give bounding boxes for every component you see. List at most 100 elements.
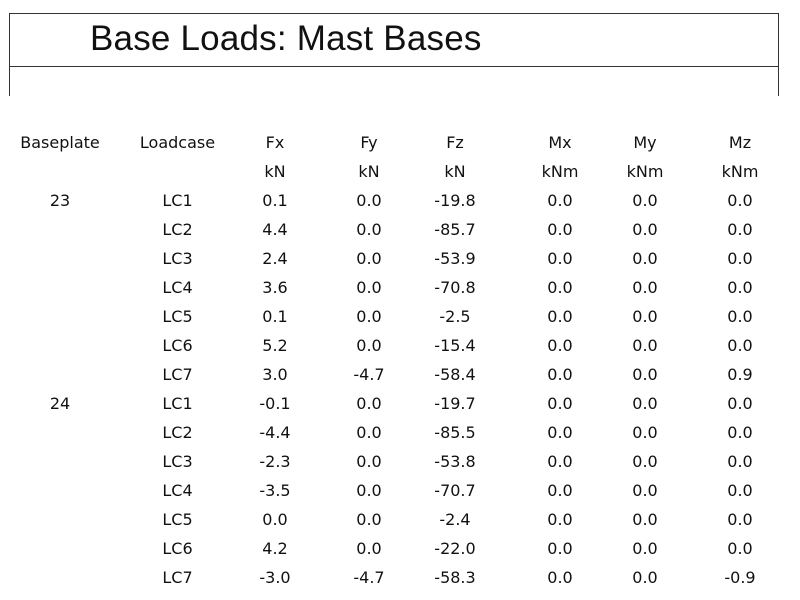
unit-cell-fy: kN [358,162,380,181]
my-cell: 0.0 [632,481,658,500]
loadcase-cell: LC1 [162,191,193,210]
my-cell: 0.0 [632,249,658,268]
fy-cell: 0.0 [356,278,382,297]
mx-cell: 0.0 [547,481,573,500]
mx-cell: 0.0 [547,510,573,529]
fx-cell: -3.0 [259,568,291,587]
mx-cell: 0.0 [547,307,573,326]
fx-cell: 2.4 [262,249,288,268]
mx-cell: 0.0 [547,452,573,471]
mz-cell: 0.0 [727,539,753,558]
fy-cell: 0.0 [356,394,382,413]
fx-cell: 3.0 [262,365,288,384]
loadcase-cell: LC6 [162,336,193,355]
fx-cell: 0.1 [262,191,288,210]
fy-cell: 0.0 [356,336,382,355]
loadcase-cell: LC7 [162,568,193,587]
table-row: LC5 0.1 0.0 -2.5 0.0 0.0 0.0 [10,302,778,331]
fx-cell: 4.4 [262,220,288,239]
my-cell: 0.0 [632,278,658,297]
unit-cell-fx: kN [264,162,286,181]
fz-cell: -70.8 [434,278,476,297]
fz-cell: -15.4 [434,336,476,355]
fz-cell: -58.3 [434,568,476,587]
baseplate-cell [10,360,110,389]
fz-cell: -85.7 [434,220,476,239]
mx-cell: 0.0 [547,365,573,384]
loadcase-cell: LC5 [162,307,193,326]
baseplate-cell [10,447,110,476]
mx-cell: 0.0 [547,220,573,239]
mz-cell: 0.0 [727,394,753,413]
mz-cell: -0.9 [724,568,756,587]
mx-cell: 0.0 [547,278,573,297]
unit-cell-my: kNm [626,162,664,181]
my-cell: 0.0 [632,307,658,326]
header-cell-fy: Fy [360,133,378,152]
my-cell: 0.0 [632,568,658,587]
baseplate-cell [10,563,110,592]
mz-cell: 0.0 [727,510,753,529]
mx-cell: 0.0 [547,336,573,355]
table-body: 23 LC1 0.1 0.0 -19.8 0.0 0.0 0.0 LC2 4.4 0.0 -85.7 0… [10,186,778,592]
mz-cell: 0.0 [727,423,753,442]
baseplate-cell [10,331,110,360]
mz-cell: 0.0 [727,481,753,500]
mx-cell: 0.0 [547,394,573,413]
baseplate-cell [10,418,110,447]
loadcase-cell: LC1 [162,394,193,413]
table-row: LC2 -4.4 0.0 -85.5 0.0 0.0 0.0 [10,418,778,447]
table-row: LC7 3.0 -4.7 -58.4 0.0 0.0 0.9 [10,360,778,389]
baseplate-cell [10,534,110,563]
fx-cell: -3.5 [259,481,291,500]
my-cell: 0.0 [632,394,658,413]
unit-cell-mz: kNm [721,162,759,181]
baseplate-cell [10,215,110,244]
mz-cell: 0.0 [727,278,753,297]
loadcase-cell: LC6 [162,539,193,558]
unit-cell-fz: kN [444,162,466,181]
header-cell-fz: Fz [446,133,464,152]
table-row: LC4 3.6 0.0 -70.8 0.0 0.0 0.0 [10,273,778,302]
table-row: LC7 -3.0 -4.7 -58.3 0.0 0.0 -0.9 [10,563,778,592]
fy-cell: -4.7 [353,568,385,587]
header-cell-mx: Mx [548,133,572,152]
baseplate-cell [10,476,110,505]
my-cell: 0.0 [632,452,658,471]
mx-cell: 0.0 [547,191,573,210]
loadcase-cell: LC3 [162,249,193,268]
mz-cell: 0.0 [727,191,753,210]
baseplate-cell: 23 [49,191,71,210]
fy-cell: 0.0 [356,539,382,558]
fz-cell: -19.8 [434,191,476,210]
header-cell-baseplate: Baseplate [20,133,100,152]
fz-cell: -22.0 [434,539,476,558]
loadcase-cell: LC3 [162,452,193,471]
baseplate-cell [10,505,110,534]
header-cell-mz: Mz [728,133,752,152]
fz-cell: -70.7 [434,481,476,500]
fz-cell: -53.9 [434,249,476,268]
fy-cell: -4.7 [353,365,385,384]
loadcase-cell: LC2 [162,220,193,239]
mz-cell: 0.0 [727,336,753,355]
mz-cell: 0.0 [727,220,753,239]
fx-cell: 0.0 [262,510,288,529]
my-cell: 0.0 [632,539,658,558]
loadcase-cell: LC4 [162,278,193,297]
fx-cell: -4.4 [259,423,291,442]
fx-cell: 3.6 [262,278,288,297]
fx-cell: -2.3 [259,452,291,471]
fz-cell: -85.5 [434,423,476,442]
baseplate-cell [10,273,110,302]
title-underbox [9,66,779,96]
table-units-row: kN kN kN kNm kNm kNm [10,157,778,186]
baseplate-cell [10,302,110,331]
header-cell-loadcase: Loadcase [139,133,216,152]
header-cell-fx: Fx [265,133,285,152]
mz-cell: 0.0 [727,307,753,326]
my-cell: 0.0 [632,191,658,210]
fz-cell: -2.5 [439,307,471,326]
fz-cell: -53.8 [434,452,476,471]
fy-cell: 0.0 [356,510,382,529]
